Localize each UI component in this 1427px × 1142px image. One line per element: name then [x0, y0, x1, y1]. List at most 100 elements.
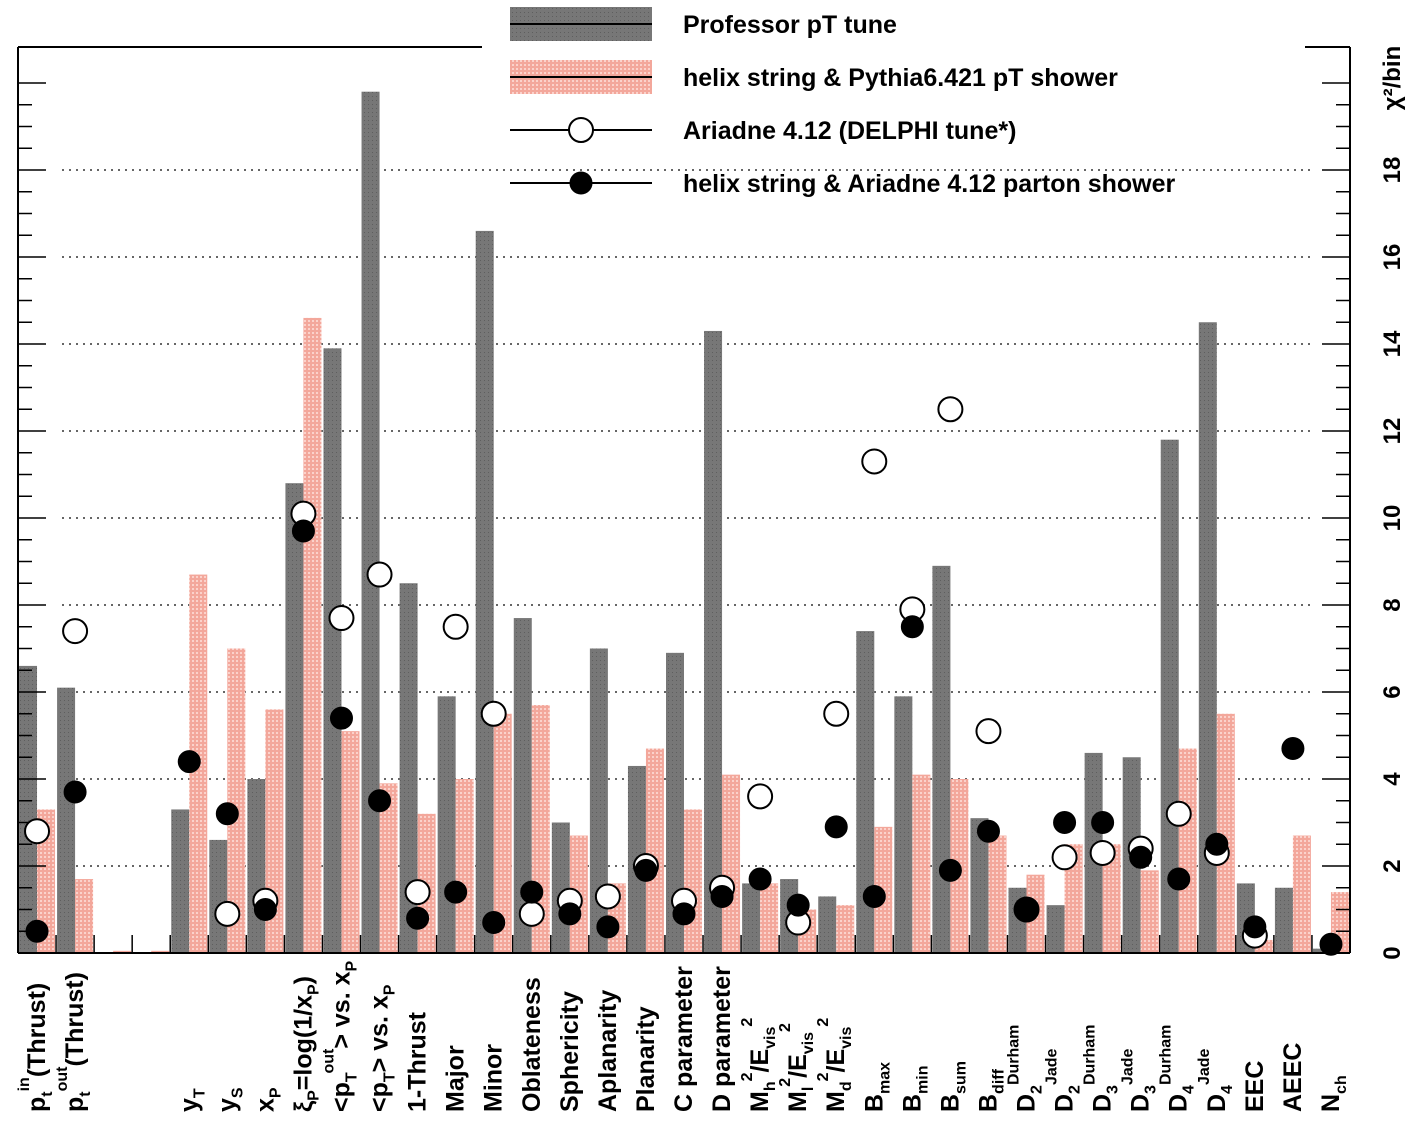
bar-professor — [970, 818, 989, 953]
marker-helix-ariadne — [1243, 915, 1267, 939]
category-label-part: P — [305, 1090, 322, 1101]
marker-ariadne-delphi — [747, 783, 774, 810]
category-label: Nch — [1317, 1075, 1350, 1112]
category-label-part: ch — [1333, 1075, 1350, 1094]
category-label-part: B — [936, 1094, 964, 1112]
category-label-part: /E — [746, 1049, 774, 1073]
marker-helix-ariadne — [482, 911, 506, 935]
bar-professor — [323, 348, 342, 954]
y-tick-labels: 0 2 4 6 8 10 12 14 16 18 χ²/bin — [1379, 46, 1406, 960]
category-label-part: 4 — [1219, 1085, 1236, 1094]
category-label: yT — [175, 1088, 208, 1112]
category-label-part: x — [251, 1098, 279, 1112]
y-tick-label: 8 — [1379, 598, 1406, 611]
marker-helix-ariadne — [215, 802, 239, 826]
markers — [24, 396, 1343, 956]
category-label: D3 Jade — [1120, 1048, 1160, 1112]
category-label: Bdiff — [974, 1068, 1007, 1112]
category-label: Bmax — [860, 1062, 893, 1112]
category-label-part: sum — [952, 1061, 969, 1094]
category-label-part: y — [175, 1098, 203, 1112]
category-label-part: 3 — [1143, 1085, 1160, 1094]
category-label-part: EEC — [1241, 1061, 1269, 1112]
category-label: D2 Jade — [1044, 1048, 1084, 1112]
category-label-part: M — [822, 1091, 850, 1112]
bar-professor — [894, 696, 913, 953]
marker-helix-ariadne — [900, 615, 924, 639]
category-label: EEC — [1241, 1061, 1269, 1112]
bar-professor — [1046, 905, 1065, 953]
bar-professor — [475, 230, 494, 953]
category-label-part: diff — [990, 1068, 1007, 1094]
category-label-part: Oblateness — [518, 977, 546, 1112]
category-label-part: l — [800, 1087, 817, 1091]
bar-helix-pythia — [1216, 713, 1235, 953]
marker-ariadne-delphi — [24, 818, 51, 845]
marker-helix-ariadne — [748, 867, 772, 891]
category-label-part: out — [54, 1066, 71, 1092]
category-label-part: Planarity — [632, 1006, 660, 1112]
category-label-part: P — [382, 984, 399, 995]
category-label-part: 2 — [815, 1072, 832, 1081]
bar-helix-pythia — [151, 950, 170, 953]
category-label: Bmin — [898, 1065, 931, 1112]
bar-helix-pythia — [303, 317, 322, 953]
marker-helix-ariadne — [1015, 898, 1039, 921]
marker-helix-ariadne — [1281, 737, 1305, 761]
bar-helix-pythia — [836, 905, 855, 953]
marker-ariadne-delphi — [366, 561, 393, 588]
category-label-part: h — [762, 1081, 779, 1091]
marker-helix-ariadne — [634, 858, 658, 882]
category-label-part: M — [784, 1091, 812, 1112]
category-label: D3 Durham — [1082, 1025, 1122, 1112]
marker-helix-ariadne — [444, 880, 468, 904]
category-label-part: ξ — [289, 1100, 317, 1112]
category-label-part: vis — [838, 1027, 855, 1049]
category-label: D4 Jade — [1196, 1048, 1236, 1112]
category-label-part: out — [320, 1048, 337, 1074]
bar-professor — [57, 687, 76, 953]
marker-helix-ariadne — [406, 906, 430, 930]
bar-professor — [704, 330, 723, 953]
category-label: AEEC — [1279, 1043, 1307, 1112]
bars — [19, 91, 1349, 954]
y-tick-label: 0 — [1379, 946, 1406, 959]
bar-professor — [551, 822, 570, 953]
category-label-part: ) — [289, 976, 317, 984]
category-label-part: min — [914, 1065, 931, 1093]
category-label: yS — [213, 1087, 246, 1112]
bar-helix-pythia — [684, 809, 702, 953]
category-label: <pT> vs. xP — [366, 984, 399, 1112]
bar-professor — [589, 648, 608, 953]
marker-helix-ariadne — [368, 789, 392, 813]
category-label-part: D — [1127, 1094, 1155, 1112]
category-label-part: Jade — [1196, 1048, 1213, 1085]
category-label-part: <p — [327, 1082, 355, 1112]
legend: Professor pT tune helix string & Pythia6.… — [510, 7, 1176, 198]
category-label-part: (Thrust) — [23, 983, 51, 1077]
category-label: Oblateness — [518, 977, 546, 1112]
marker-ariadne-delphi — [1089, 839, 1116, 866]
marker-ariadne-delphi — [861, 448, 888, 475]
x-category-labels: ptin(Thrust)ptout(Thrust)yTySxPξP=log(1/… — [16, 961, 1350, 1113]
y-tick-label: 4 — [1379, 772, 1406, 786]
bar-helix-pythia — [760, 883, 779, 953]
category-label-part: S — [229, 1087, 246, 1098]
bar-professor — [818, 896, 837, 953]
category-label-part: d — [838, 1081, 855, 1091]
category-label: Aplanarity — [594, 990, 622, 1112]
category-label-part: 2 — [739, 1072, 756, 1081]
category-label: Mh2/Evis2 — [739, 1018, 779, 1112]
category-label-part: Major — [442, 1045, 470, 1112]
marker-ariadne-delphi — [404, 879, 431, 906]
bar-helix-pythia — [1292, 835, 1311, 953]
marker-helix-ariadne — [291, 519, 315, 543]
category-label-part: 2 — [1029, 1085, 1046, 1094]
category-label: ptout(Thrust) — [54, 972, 94, 1112]
bar-helix-pythia — [988, 835, 1007, 953]
bar-helix-pythia — [227, 648, 246, 953]
y-tick-label: 6 — [1379, 685, 1406, 698]
category-label-part: > vs. x — [366, 995, 394, 1072]
y-tick-label: 12 — [1379, 418, 1406, 445]
category-label: xP — [251, 1087, 284, 1112]
